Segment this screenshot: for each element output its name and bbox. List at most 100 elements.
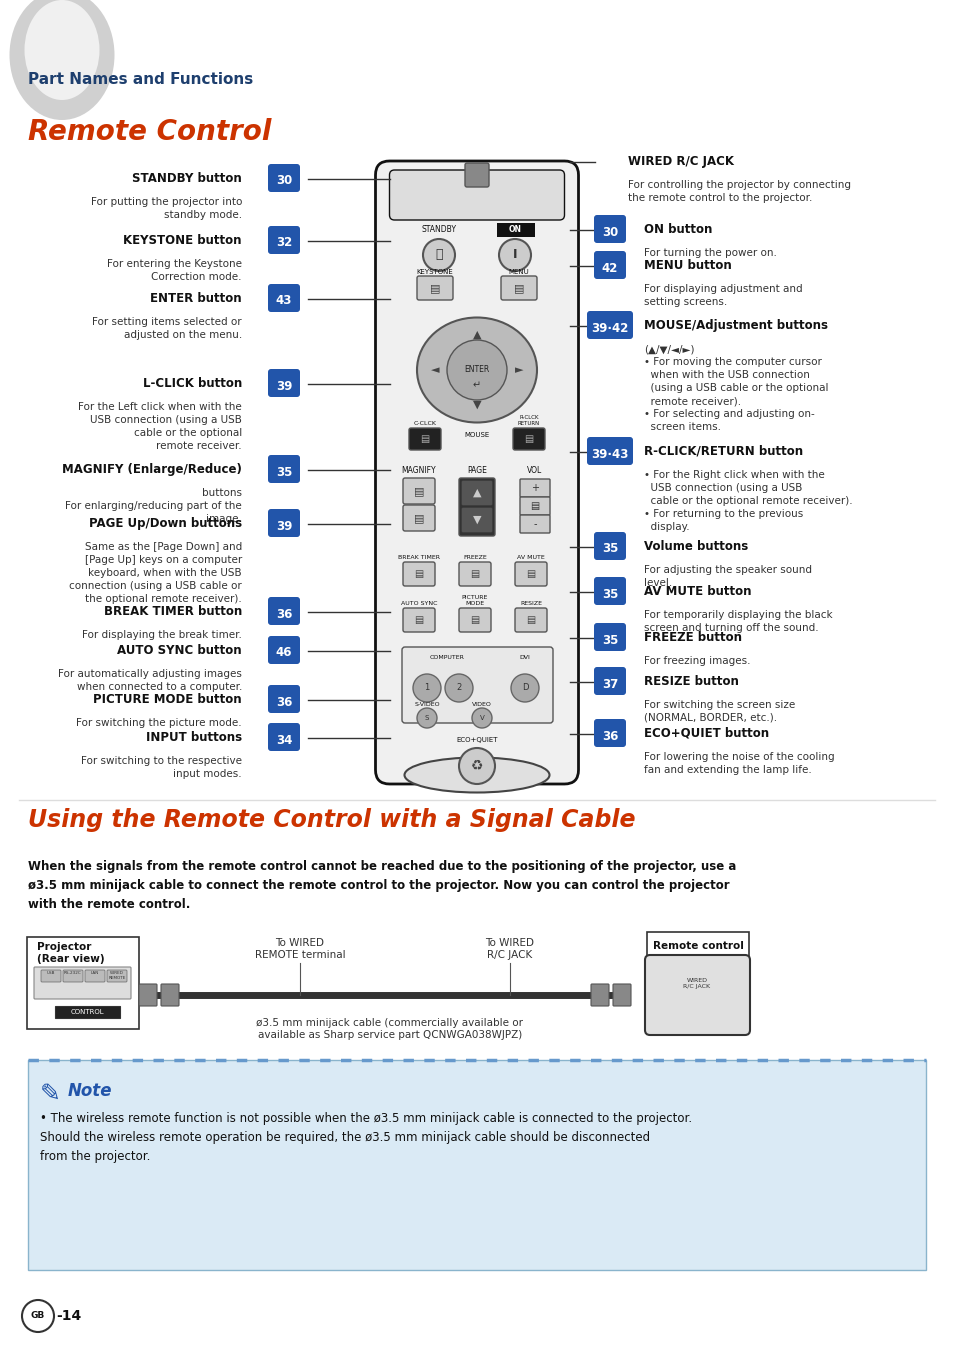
FancyBboxPatch shape <box>161 984 179 1005</box>
Text: 37: 37 <box>601 677 618 690</box>
Text: 35: 35 <box>601 542 618 556</box>
FancyBboxPatch shape <box>594 668 625 695</box>
Text: ♻: ♻ <box>470 759 483 773</box>
Text: For switching the picture mode.: For switching the picture mode. <box>76 717 242 728</box>
Text: 2: 2 <box>456 684 461 692</box>
Text: keyboard, when with the USB: keyboard, when with the USB <box>89 568 242 577</box>
Text: remote receiver).: remote receiver). <box>643 396 740 406</box>
Text: D: D <box>521 684 528 692</box>
FancyBboxPatch shape <box>402 478 435 503</box>
Text: For controlling the projector by connecting: For controlling the projector by connect… <box>627 180 850 190</box>
Ellipse shape <box>404 758 549 793</box>
Text: MAGNIFY (Enlarge/Reduce): MAGNIFY (Enlarge/Reduce) <box>62 463 242 476</box>
Text: remote receiver.: remote receiver. <box>156 441 242 451</box>
Text: For enlarging/reducing part of the: For enlarging/reducing part of the <box>65 501 242 511</box>
Text: [Page Up] keys on a computer: [Page Up] keys on a computer <box>85 555 242 565</box>
Circle shape <box>472 708 492 728</box>
Text: ▼: ▼ <box>473 516 480 525</box>
FancyBboxPatch shape <box>594 215 625 244</box>
Text: fan and extending the lamp life.: fan and extending the lamp life. <box>643 765 811 775</box>
Text: ON: ON <box>508 226 521 234</box>
Circle shape <box>413 674 440 703</box>
Text: RESIZE button: RESIZE button <box>643 674 739 688</box>
Text: VOL: VOL <box>527 466 542 475</box>
Text: Same as the [Page Down] and: Same as the [Page Down] and <box>85 542 242 552</box>
Text: USB connection (using a USB: USB connection (using a USB <box>90 415 242 425</box>
Text: VIDEO: VIDEO <box>472 703 492 707</box>
Text: For adjusting the speaker sound: For adjusting the speaker sound <box>643 565 811 575</box>
Text: Remote Control: Remote Control <box>28 118 271 145</box>
Text: STANDBY: STANDBY <box>421 226 456 234</box>
Text: R-CLICK/RETURN button: R-CLICK/RETURN button <box>643 446 802 458</box>
FancyBboxPatch shape <box>461 481 492 505</box>
Text: KEYSTONE button: KEYSTONE button <box>123 234 242 248</box>
Text: BREAK TIMER: BREAK TIMER <box>397 555 439 560</box>
FancyBboxPatch shape <box>515 563 546 586</box>
Text: adjusted on the menu.: adjusted on the menu. <box>124 330 242 341</box>
Text: standby mode.: standby mode. <box>164 210 242 219</box>
Text: • For selecting and adjusting on-: • For selecting and adjusting on- <box>643 409 814 419</box>
Text: ▲: ▲ <box>473 489 480 498</box>
Text: ↵: ↵ <box>473 380 480 390</box>
Text: ◄: ◄ <box>431 365 438 376</box>
Text: ECO+QUIET: ECO+QUIET <box>456 738 497 743</box>
Text: PICTURE
MODE: PICTURE MODE <box>461 595 488 606</box>
Text: 36: 36 <box>275 696 292 708</box>
Text: INPUT buttons: INPUT buttons <box>146 731 242 744</box>
Text: ON button: ON button <box>643 223 712 236</box>
FancyBboxPatch shape <box>268 284 299 312</box>
FancyBboxPatch shape <box>513 428 544 450</box>
Text: MAGNIFY: MAGNIFY <box>401 466 436 475</box>
Text: ECO+QUIET button: ECO+QUIET button <box>643 727 768 740</box>
Text: MOUSE: MOUSE <box>464 432 489 437</box>
Text: ▤: ▤ <box>514 283 524 293</box>
Text: ▤: ▤ <box>470 569 479 579</box>
FancyBboxPatch shape <box>646 931 748 956</box>
Text: 30: 30 <box>275 175 292 187</box>
Text: Remote control: Remote control <box>652 941 742 952</box>
Text: 34: 34 <box>275 734 292 747</box>
Text: 30: 30 <box>601 226 618 238</box>
Text: Note: Note <box>68 1082 112 1100</box>
Text: 35: 35 <box>601 587 618 600</box>
Circle shape <box>498 240 531 271</box>
Text: CONTROL: CONTROL <box>71 1010 104 1015</box>
Text: the optional remote receiver).: the optional remote receiver). <box>85 594 242 604</box>
Text: (using a USB cable or the optional: (using a USB cable or the optional <box>643 384 827 393</box>
Text: display.: display. <box>643 522 689 532</box>
FancyBboxPatch shape <box>519 497 550 516</box>
Text: USB connection (using a USB: USB connection (using a USB <box>643 483 801 493</box>
Text: • For returning to the previous: • For returning to the previous <box>643 509 802 520</box>
FancyBboxPatch shape <box>458 608 491 633</box>
Text: ✎: ✎ <box>39 1082 60 1106</box>
Text: 39·42: 39·42 <box>591 322 628 335</box>
Text: 35: 35 <box>601 634 618 646</box>
Circle shape <box>416 708 436 728</box>
Text: level.: level. <box>643 577 672 588</box>
Text: (▲/▼/◄/►): (▲/▼/◄/►) <box>643 345 694 354</box>
FancyBboxPatch shape <box>500 276 537 300</box>
FancyBboxPatch shape <box>268 598 299 625</box>
Text: AV MUTE: AV MUTE <box>517 555 544 560</box>
Text: PAGE: PAGE <box>467 466 486 475</box>
FancyBboxPatch shape <box>515 608 546 633</box>
Text: AUTO SYNC button: AUTO SYNC button <box>117 643 242 657</box>
Text: 35: 35 <box>275 466 292 478</box>
Text: ▤: ▤ <box>414 486 424 495</box>
Text: S: S <box>424 715 429 721</box>
FancyBboxPatch shape <box>497 223 535 237</box>
FancyBboxPatch shape <box>461 507 492 532</box>
Text: R-CLCK
RETURN: R-CLCK RETURN <box>517 415 539 425</box>
Text: the remote control to the projector.: the remote control to the projector. <box>627 192 812 203</box>
FancyBboxPatch shape <box>55 1005 120 1018</box>
Text: WIRED
R/C JACK: WIRED R/C JACK <box>682 979 710 989</box>
Text: PAGE Up/Down buttons: PAGE Up/Down buttons <box>89 517 242 530</box>
Circle shape <box>511 674 538 703</box>
Text: • The wireless remote function is not possible when the ø3.5 mm minijack cable i: • The wireless remote function is not po… <box>40 1112 691 1163</box>
Text: GB: GB <box>30 1311 45 1320</box>
Text: 46: 46 <box>275 646 292 660</box>
FancyBboxPatch shape <box>458 478 495 536</box>
Text: I: I <box>512 249 517 261</box>
Ellipse shape <box>25 0 99 100</box>
Text: C-CLCK: C-CLCK <box>413 421 436 425</box>
